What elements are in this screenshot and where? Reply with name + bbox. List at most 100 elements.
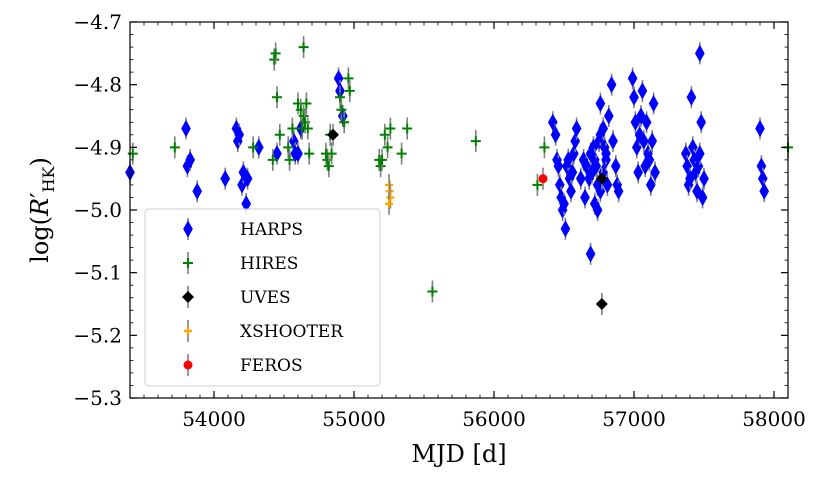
data-point-hires xyxy=(335,86,345,109)
legend: HARPS HIRES UVES XSHOOTER FEROS xyxy=(144,208,381,387)
data-point-harps xyxy=(650,161,660,184)
data-point-harps xyxy=(633,161,644,184)
data-point-hires xyxy=(470,130,481,153)
legend-item-hires: HIRES xyxy=(183,252,298,274)
data-point-harps xyxy=(585,242,596,265)
data-point-harps xyxy=(697,186,708,209)
data-point-harps xyxy=(638,130,649,153)
data-point-hires xyxy=(344,79,355,102)
data-point-harps xyxy=(571,117,582,140)
data-point-harps xyxy=(608,130,618,153)
data-point-harps xyxy=(560,217,571,240)
data-point-harps xyxy=(591,155,602,178)
legend-label: FEROS xyxy=(240,356,303,376)
data-point-harps xyxy=(641,111,652,134)
axis-ticks: 54000 55000 56000 57000 58000 −4.7 −4.8 −4.9 −5.… xyxy=(73,10,805,431)
x-tick-label: 54000 xyxy=(182,407,246,431)
data-point-hires xyxy=(532,173,543,196)
data-point-uves xyxy=(595,293,608,315)
data-point-hires xyxy=(402,117,413,140)
data-point-uves xyxy=(595,167,608,190)
data-point-hires xyxy=(267,148,278,171)
data-point-hires xyxy=(169,136,180,159)
x-axis-title: MJD [d] xyxy=(411,440,506,468)
x-tick-label: 56000 xyxy=(462,407,526,431)
data-point-harps xyxy=(559,192,569,215)
data-point-hires xyxy=(377,148,387,171)
data-point-xshooter xyxy=(386,186,395,209)
data-point-hires xyxy=(343,67,354,90)
data-point-harps xyxy=(606,73,617,96)
data-point-harps xyxy=(603,105,614,127)
data-point-harps xyxy=(644,148,655,171)
data-point-hires xyxy=(298,36,309,59)
data-point-hires xyxy=(379,123,390,146)
data-point-hires xyxy=(304,142,315,165)
series-xshooter xyxy=(385,173,395,215)
data-point-harps xyxy=(580,186,590,209)
data-point-harps xyxy=(253,136,264,159)
legend-label: XSHOOTER xyxy=(240,322,344,342)
data-point-hires xyxy=(302,117,313,140)
data-point-hires xyxy=(127,142,138,165)
data-point-harps xyxy=(550,123,561,146)
data-point-hires xyxy=(539,136,550,159)
data-point-harps xyxy=(598,117,609,140)
data-point-harps xyxy=(755,117,765,140)
legend-item-xshooter: XSHOOTER xyxy=(184,320,344,342)
data-point-harps xyxy=(293,142,303,165)
y-tick-label: −5.1 xyxy=(73,261,122,285)
data-point-hires xyxy=(323,155,334,178)
data-point-harps xyxy=(242,167,253,190)
data-point-hires xyxy=(385,117,396,140)
data-point-harps xyxy=(567,161,578,184)
data-point-harps xyxy=(220,167,231,190)
data-point-harps xyxy=(696,111,707,134)
data-point-harps xyxy=(699,167,709,190)
y-tick-label: −5.0 xyxy=(73,198,122,222)
data-point-harps xyxy=(181,117,191,140)
data-point-harps xyxy=(602,173,613,196)
legend-item-feros: FEROS xyxy=(183,354,303,376)
data-point-harps xyxy=(647,130,658,153)
data-point-harps xyxy=(759,180,770,203)
data-point-hires xyxy=(283,136,294,159)
data-point-harps xyxy=(694,142,705,165)
data-point-harps xyxy=(234,123,245,146)
x-tick-label: 57000 xyxy=(602,407,666,431)
data-point-hires xyxy=(269,48,280,71)
legend-item-uves: UVES xyxy=(182,286,291,308)
data-point-harps xyxy=(592,199,603,221)
data-point-hires xyxy=(375,155,386,178)
data-point-feros xyxy=(538,167,548,190)
data-point-harps xyxy=(185,148,196,171)
data-point-harps xyxy=(637,79,648,102)
data-point-harps xyxy=(648,92,659,115)
y-tick-label: −5.3 xyxy=(73,386,122,410)
data-point-hires xyxy=(322,148,333,171)
y-tick-label: −4.8 xyxy=(73,73,122,97)
data-point-harps xyxy=(601,142,611,165)
data-point-hires xyxy=(272,86,282,109)
series-feros xyxy=(538,167,548,190)
data-point-harps xyxy=(566,180,576,203)
x-tick-label: 58000 xyxy=(742,407,806,431)
data-point-harps xyxy=(627,67,638,90)
data-point-hires xyxy=(382,136,393,159)
data-point-harps xyxy=(645,173,656,196)
data-point-harps xyxy=(686,86,697,109)
x-tick-label: 55000 xyxy=(322,407,386,431)
data-point-hires xyxy=(248,136,259,159)
data-point-xshooter xyxy=(385,192,393,215)
data-point-hires xyxy=(270,42,281,65)
data-point-harps xyxy=(694,42,705,65)
data-point-hires xyxy=(339,111,350,134)
data-point-hires xyxy=(274,123,285,146)
data-point-hires xyxy=(336,98,347,121)
data-point-hires xyxy=(301,92,312,115)
data-point-harps xyxy=(575,167,586,190)
legend-label: HIRES xyxy=(240,254,298,274)
legend-label: HARPS xyxy=(240,220,303,240)
legend-item-harps: HARPS xyxy=(183,218,303,240)
legend-box xyxy=(144,208,381,387)
